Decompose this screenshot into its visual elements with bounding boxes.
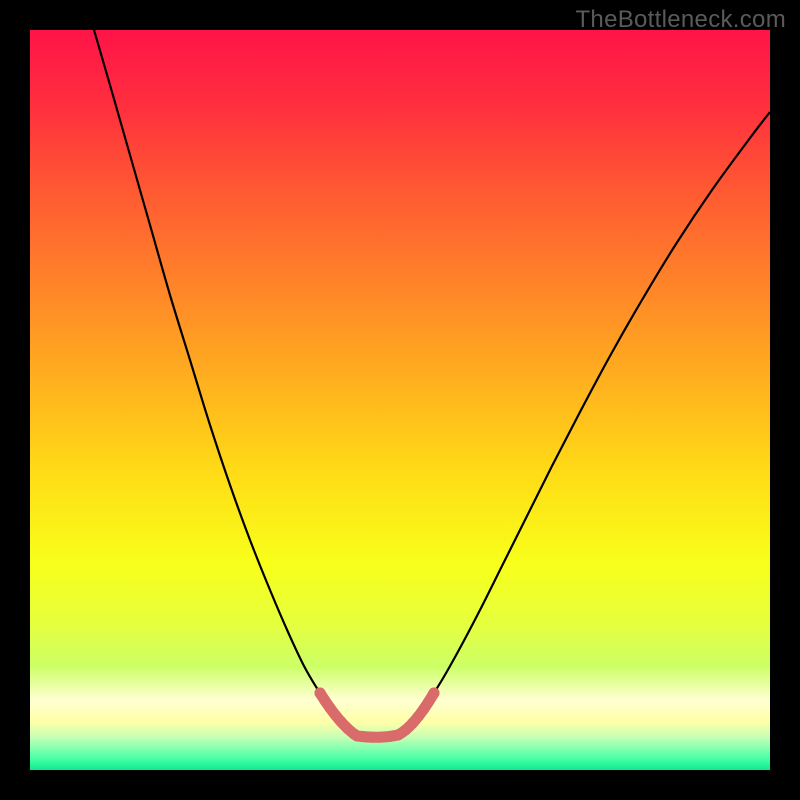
curve-highlight	[315, 688, 440, 743]
curve-layer	[30, 30, 770, 770]
chart-container: TheBottleneck.com	[0, 0, 800, 800]
watermark-text: TheBottleneck.com	[575, 6, 786, 34]
plot-area	[30, 30, 770, 770]
bottleneck-curve	[94, 30, 770, 737]
